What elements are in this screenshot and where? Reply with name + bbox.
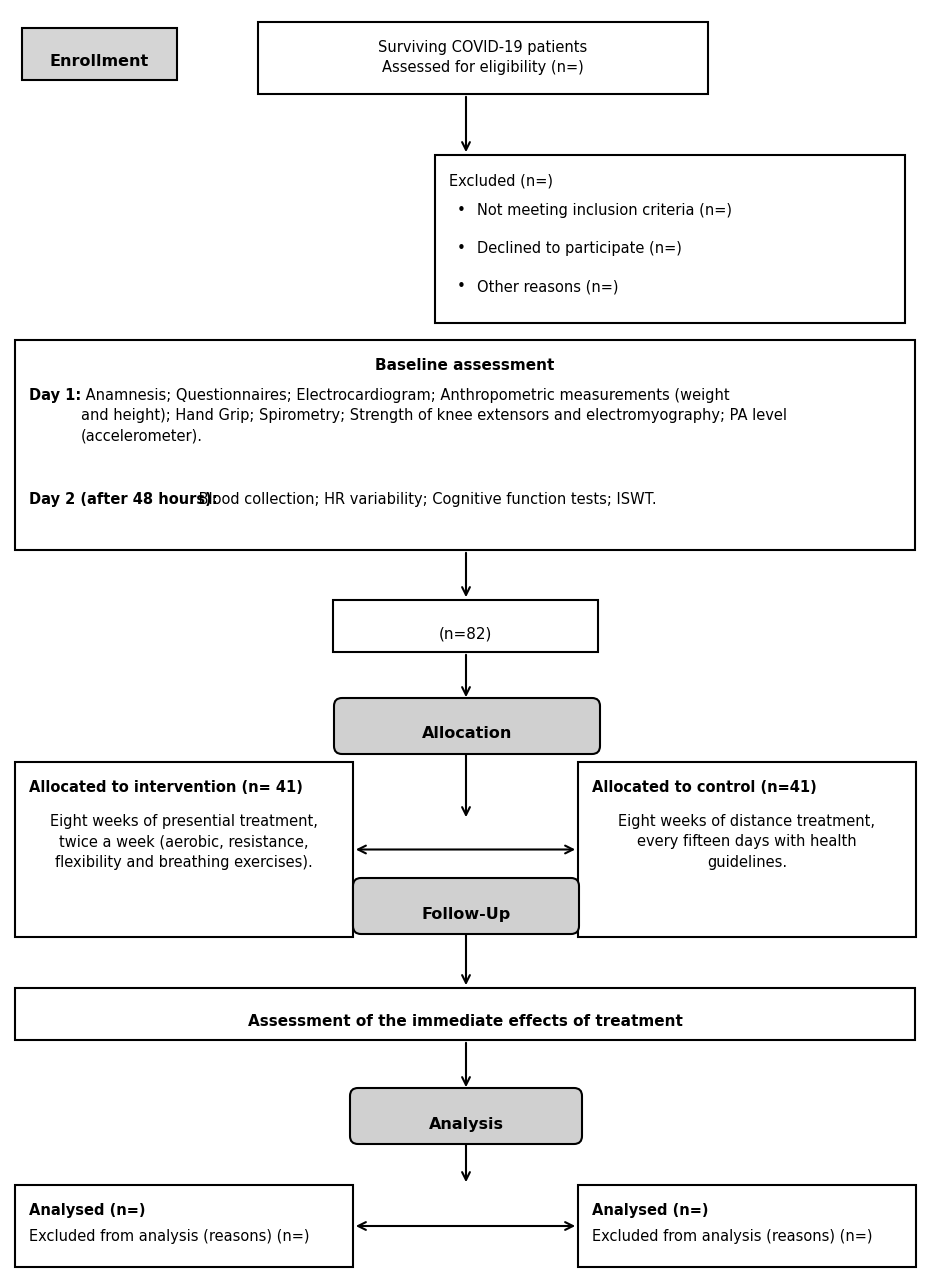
Text: Other reasons (n=): Other reasons (n=) [477,279,619,294]
FancyBboxPatch shape [15,340,915,550]
FancyBboxPatch shape [258,22,708,93]
Text: Allocated to control (n=41): Allocated to control (n=41) [592,780,816,795]
FancyBboxPatch shape [15,1185,353,1267]
Text: Surviving COVID-19 patients: Surviving COVID-19 patients [379,40,588,55]
FancyBboxPatch shape [15,988,915,1039]
FancyBboxPatch shape [15,762,353,937]
Text: •: • [457,279,466,294]
FancyBboxPatch shape [334,698,600,754]
Text: Anamnesis; Questionnaires; Electrocardiogram; Anthropometric measurements (weigh: Anamnesis; Questionnaires; Electrocardio… [81,388,787,444]
Text: Analysis: Analysis [428,1116,504,1132]
Text: Assessment of the immediate effects of treatment: Assessment of the immediate effects of t… [247,1015,682,1029]
Text: Not meeting inclusion criteria (n=): Not meeting inclusion criteria (n=) [477,204,732,218]
Text: (n=82): (n=82) [439,626,493,641]
Text: Allocation: Allocation [422,727,512,741]
FancyBboxPatch shape [350,1088,582,1144]
Text: Blood collection; HR variability; Cognitive function tests; ISWT.: Blood collection; HR variability; Cognit… [194,492,657,507]
Text: Excluded from analysis (reasons) (n=): Excluded from analysis (reasons) (n=) [592,1229,872,1244]
Text: Enrollment: Enrollment [49,55,149,69]
FancyBboxPatch shape [22,28,177,79]
Text: •: • [457,241,466,256]
Text: Declined to participate (n=): Declined to participate (n=) [477,241,682,256]
Text: Baseline assessment: Baseline assessment [375,358,555,372]
Text: Excluded (n=): Excluded (n=) [449,173,553,188]
Text: Assessed for eligibility (n=): Assessed for eligibility (n=) [383,60,584,76]
FancyBboxPatch shape [333,600,598,652]
Text: Follow-Up: Follow-Up [422,906,510,922]
Text: Day 1:: Day 1: [29,388,81,403]
Text: Analysed (n=): Analysed (n=) [29,1203,146,1219]
Text: Eight weeks of distance treatment,
every fifteen days with health
guidelines.: Eight weeks of distance treatment, every… [619,814,875,870]
Text: Day 2 (after 48 hours):: Day 2 (after 48 hours): [29,492,217,507]
Text: Eight weeks of presential treatment,
twice a week (aerobic, resistance,
flexibil: Eight weeks of presential treatment, twi… [50,814,318,870]
FancyBboxPatch shape [578,1185,916,1267]
Text: Allocated to intervention (n= 41): Allocated to intervention (n= 41) [29,780,303,795]
Text: Excluded from analysis (reasons) (n=): Excluded from analysis (reasons) (n=) [29,1229,310,1244]
Text: Analysed (n=): Analysed (n=) [592,1203,708,1219]
FancyBboxPatch shape [353,878,579,934]
FancyBboxPatch shape [435,155,905,323]
FancyBboxPatch shape [578,762,916,937]
Text: •: • [457,204,466,218]
